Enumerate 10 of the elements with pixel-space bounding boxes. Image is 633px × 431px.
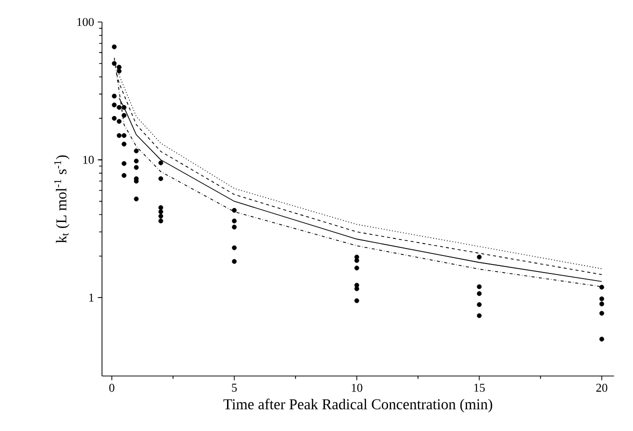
x-axis-title: Time after Peak Radical Concentration (min) — [223, 398, 492, 412]
x-tick-label: 15 — [474, 384, 485, 392]
y-axis-title: k$_{t}$ (L mol$^{-1}$ s$^{-1}$) — [54, 155, 70, 244]
y-tick-label: 10 — [83, 156, 94, 164]
y-tick-label: 100 — [77, 18, 94, 26]
y-tick-label: 1 — [89, 294, 94, 302]
x-tick-label: 5 — [232, 384, 237, 392]
x-tick-label: 20 — [596, 384, 608, 392]
x-tick-label: 0 — [109, 384, 114, 392]
x-tick-label: 10 — [352, 384, 362, 392]
